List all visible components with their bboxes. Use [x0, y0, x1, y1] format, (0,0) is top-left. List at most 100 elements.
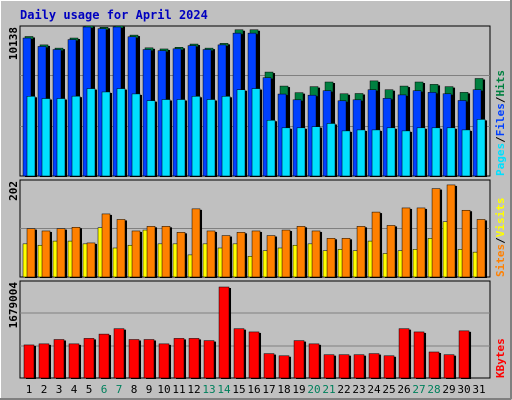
- sites-bar: [266, 235, 276, 278]
- day-label: 26: [397, 383, 410, 396]
- sites-bar: [401, 207, 411, 278]
- legend-sep-2: /: [494, 96, 507, 103]
- kbytes-bar: [278, 355, 290, 379]
- day-label: 29: [442, 383, 455, 396]
- pages-bar: [131, 93, 141, 177]
- kbytes-bar: [353, 354, 365, 379]
- day-label: 17: [262, 383, 275, 396]
- chart-title: Daily usage for April 2024: [20, 8, 208, 22]
- kbytes-bar: [338, 354, 350, 379]
- sites-bar: [446, 184, 456, 278]
- day-label: 7: [116, 383, 123, 396]
- pages-bar: [266, 120, 276, 177]
- day-label: 27: [412, 383, 425, 396]
- sites-bar: [356, 226, 366, 278]
- day-label: 16: [247, 383, 260, 396]
- day-label: 21: [322, 383, 335, 396]
- sites-bar: [116, 219, 126, 278]
- sites-bar: [56, 228, 66, 278]
- day-label: 9: [146, 383, 153, 396]
- sites-bar: [26, 228, 36, 278]
- pages-bar: [116, 88, 126, 177]
- kbytes-bar: [413, 331, 425, 379]
- day-label: 5: [86, 383, 93, 396]
- day-label: 3: [56, 383, 63, 396]
- pages-bar: [461, 129, 471, 177]
- legend-sep-3: /: [494, 237, 507, 244]
- kbytes-bar: [188, 338, 200, 379]
- kbytes-bar: [23, 344, 35, 379]
- sites-bar: [221, 235, 231, 278]
- sites-bar: [371, 211, 381, 278]
- day-label: 22: [337, 383, 350, 396]
- legend-sep-1: /: [494, 136, 507, 143]
- legend-kbytes: KBytes: [494, 338, 507, 378]
- kbytes-bar: [308, 343, 320, 379]
- kbytes-bar: [83, 338, 95, 379]
- sites-bar: [41, 230, 51, 278]
- pages-bar: [176, 99, 186, 177]
- kbytes-bar: [128, 339, 140, 379]
- sites-bar: [251, 230, 261, 278]
- day-label: 25: [382, 383, 395, 396]
- day-label: 30: [457, 383, 470, 396]
- legend-sites-visits: Sites/Visits: [494, 198, 507, 278]
- legend-hits-files-pages: Pages/Files/Hits: [494, 70, 507, 176]
- day-label: 19: [292, 383, 305, 396]
- legend-hits: Hits: [494, 70, 507, 97]
- sites-bar: [311, 230, 321, 278]
- day-label: 31: [472, 383, 485, 396]
- sites-bar: [71, 227, 81, 278]
- day-label: 15: [232, 383, 245, 396]
- kbytes-bar: [323, 354, 335, 379]
- kbytes-bar: [443, 354, 455, 379]
- kbytes-bar: [158, 343, 170, 379]
- kbytes-bar: [218, 286, 230, 379]
- pages-bar: [401, 130, 411, 177]
- pages-bar: [296, 127, 306, 177]
- kbytes-bar: [458, 330, 470, 379]
- legend-pages: Pages: [494, 143, 507, 176]
- pages-bar: [206, 99, 216, 177]
- kbytes-bar: [428, 351, 440, 379]
- pages-bar: [161, 99, 171, 177]
- pages-bar: [476, 119, 486, 177]
- legend-files: Files: [494, 103, 507, 136]
- pages-bar: [281, 127, 291, 177]
- pages-bar: [431, 127, 441, 177]
- kbytes-bar: [68, 343, 80, 379]
- sites-bar: [206, 230, 216, 278]
- day-label: 6: [101, 383, 108, 396]
- pages-bar: [221, 96, 231, 177]
- day-label: 4: [71, 383, 78, 396]
- kbytes-bar: [113, 328, 125, 379]
- pages-bar: [26, 96, 36, 177]
- sites-bar: [191, 208, 201, 278]
- pages-bar: [371, 129, 381, 177]
- day-label: 12: [187, 383, 200, 396]
- kbytes-bar: [38, 343, 50, 379]
- day-label: 1: [26, 383, 33, 396]
- sites-bar: [476, 219, 486, 278]
- pages-bar: [236, 89, 246, 177]
- day-label: 2: [41, 383, 48, 396]
- kbytes-bar: [98, 333, 110, 379]
- kbytes-bar: [203, 340, 215, 379]
- kbytes-bar: [143, 339, 155, 379]
- sites-bar: [326, 238, 336, 278]
- pages-bar: [191, 96, 201, 177]
- hits-ymax-label: 10138: [7, 27, 20, 60]
- pages-bar: [341, 130, 351, 177]
- pages-bar: [416, 127, 426, 177]
- day-label: 10: [157, 383, 170, 396]
- sites-bar: [416, 207, 426, 278]
- sites-bar: [236, 232, 246, 278]
- sites-bar: [386, 225, 396, 278]
- day-label: 18: [277, 383, 290, 396]
- pages-bar: [311, 126, 321, 177]
- sites-bar: [176, 232, 186, 278]
- pages-bar: [101, 91, 111, 177]
- day-label: 11: [172, 383, 185, 396]
- pages-bar: [56, 98, 66, 177]
